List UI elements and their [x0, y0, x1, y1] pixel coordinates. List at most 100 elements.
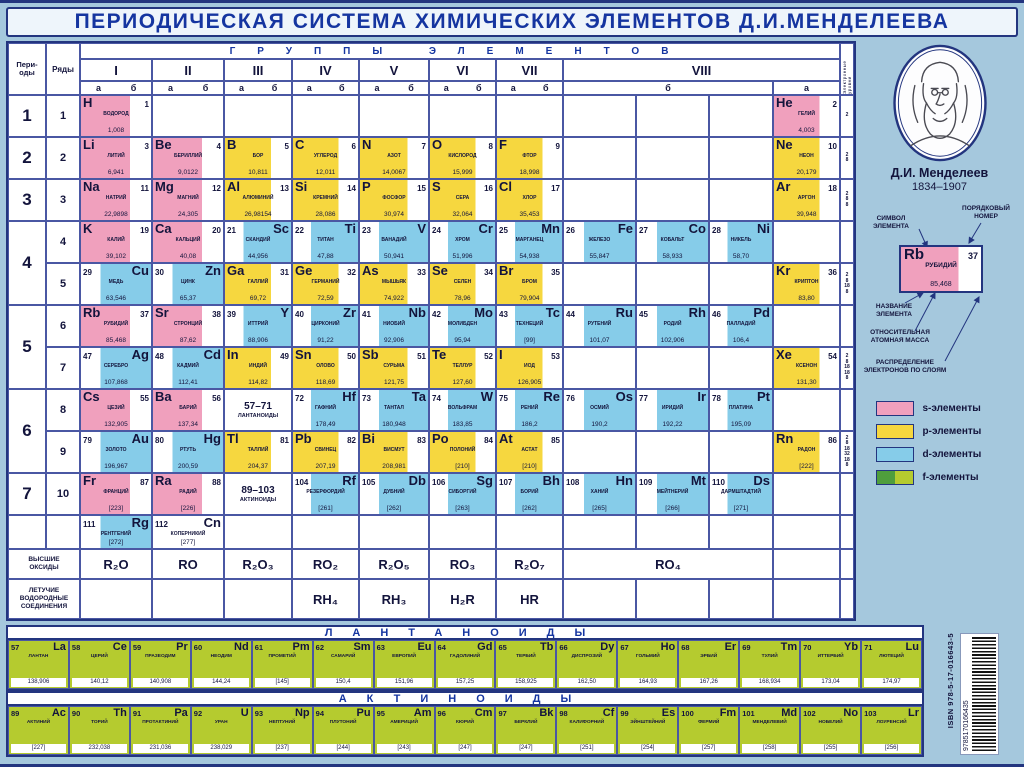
- element-name: АКТИНИЙ: [26, 720, 51, 725]
- atomic-mass: 131,30: [796, 379, 817, 386]
- group-box: 89–103 АКТИНОИДЫ: [224, 473, 292, 515]
- atomic-mass: [258]: [742, 744, 798, 753]
- element-Tc: 43 Tc ТЕХНЕЦИЙ [99]: [496, 305, 563, 347]
- element-Rh: 45 Rh РОДИЙ 102,906: [636, 305, 709, 347]
- period-4: 4: [8, 221, 46, 305]
- hydride-formula: H₂R: [429, 579, 496, 619]
- atomic-number: 24: [432, 226, 441, 235]
- empty-cell: [292, 95, 359, 137]
- element-Pb: Pb 82 СВИНЕЦ 207,19: [292, 431, 359, 473]
- empty-cell: [636, 95, 709, 137]
- electron-config: 2 8 18 32 18 8: [840, 431, 854, 473]
- element-name: ЦЕЗИЙ: [107, 405, 125, 411]
- element-name: АЗОТ: [387, 153, 401, 159]
- element-name: СЕРА: [455, 195, 470, 201]
- name-label: НАЗВАНИЕ ЭЛЕМЕНТА: [875, 303, 913, 318]
- empty-cell: [773, 305, 840, 347]
- element-symbol: Cd: [203, 347, 221, 362]
- element-name: ГАФНИЙ: [314, 405, 337, 411]
- atomic-number: 12: [212, 184, 221, 193]
- element-symbol: Y: [280, 305, 289, 320]
- page-title: ПЕРИОДИЧЕСКАЯ СИСТЕМА ХИМИЧЕСКИХ ЭЛЕМЕНТ…: [6, 7, 1018, 37]
- empty-cell: [709, 347, 773, 389]
- atomic-number: 66: [559, 643, 568, 652]
- element-symbol: Cf: [602, 707, 615, 719]
- element-symbol: As: [362, 263, 379, 278]
- atomic-number: 102: [803, 709, 816, 718]
- element-symbol: Hg: [203, 431, 221, 446]
- atomic-mass: 186,2: [521, 421, 538, 428]
- element-symbol: Rf: [342, 473, 356, 488]
- element-symbol: Pr: [176, 641, 188, 653]
- actinides-header: АКТИНОИДЫ: [6, 691, 924, 706]
- empty-cell: [496, 515, 563, 549]
- atomic-number: 74: [432, 394, 441, 403]
- subgroup-b: б: [563, 81, 773, 95]
- atomic-mass: 174,97: [864, 678, 919, 687]
- element-name: ГАДОЛИНИЙ: [449, 654, 481, 659]
- row-9: 9: [46, 431, 80, 473]
- element-name: ГЕЛИЙ: [798, 111, 815, 117]
- element-symbol: Rb: [83, 305, 101, 320]
- element-symbol: Na: [83, 179, 100, 194]
- atomic-mass: 88,906: [248, 337, 268, 344]
- atomic-mass: 69,72: [249, 295, 267, 302]
- element-name: КИСЛОРОД: [448, 153, 477, 159]
- element-symbol: Ir: [697, 389, 706, 404]
- element-name: ХАНИЙ: [590, 489, 609, 495]
- isbn-text: ISBN 978-5-17-016643-5: [945, 633, 955, 729]
- element-symbol: U: [240, 707, 249, 719]
- empty-cell: [8, 515, 46, 549]
- atomic-mass: 12,011: [315, 169, 336, 176]
- atomic-mass: [99]: [524, 337, 535, 344]
- empty-cell: [563, 431, 636, 473]
- element-name: ВОДОРОД: [103, 111, 129, 117]
- atomic-mass: [266]: [665, 505, 680, 512]
- element-symbol: Yb: [844, 641, 859, 653]
- atomic-number: 89: [11, 709, 20, 718]
- atomic-mass: 91,22: [317, 337, 334, 344]
- element-symbol: V: [417, 221, 426, 236]
- atomic-mass: 18,998: [519, 169, 540, 176]
- group-header-V: V: [359, 59, 429, 81]
- element-Ca: Ca 20 КАЛЬЦИЙ 40,08: [152, 221, 224, 263]
- empty-cell: [563, 263, 636, 305]
- element-name: УРАН: [214, 720, 228, 725]
- element-Es: 99 Es ЭЙНШТЕЙНИЙ [254]: [617, 706, 679, 755]
- atomic-number: 91: [132, 709, 142, 718]
- atomic-mass: 85,468: [106, 337, 126, 344]
- atomic-mass: 112,41: [178, 379, 198, 386]
- atomic-number: 65: [498, 643, 507, 652]
- element-Xe: Xe 54 КСЕНОН 131,30: [773, 347, 840, 389]
- element-Mg: Mg 12 МАГНИЙ 24,305: [152, 179, 224, 221]
- element-Th: 90 Th ТОРИЙ 232,038: [68, 706, 130, 755]
- atomic-mass: 6,941: [107, 169, 125, 176]
- element-name: ТОРИЙ: [91, 720, 108, 725]
- atomic-number: 22: [295, 226, 304, 235]
- atomic-number: 86: [828, 436, 837, 445]
- atomic-mass: 9,0122: [178, 169, 198, 176]
- element-symbol: Li: [83, 137, 95, 152]
- legend-label: d-элементы: [922, 449, 982, 460]
- element-symbol: Ti: [344, 221, 356, 236]
- atomic-mass: [256]: [864, 744, 919, 753]
- element-Sb: Sb 51 СУРЬМА 121,75: [359, 347, 429, 389]
- group-header-VII: VII: [496, 59, 563, 81]
- element-symbol: Re: [543, 389, 560, 404]
- atomic-mass: 58,933: [662, 253, 683, 260]
- atomic-number: 73: [362, 394, 371, 403]
- atomic-mass: 87,62: [179, 337, 197, 344]
- element-symbol: La: [53, 641, 66, 653]
- atomic-number: 35: [551, 268, 560, 277]
- atomic-mass: 58,70: [732, 253, 750, 260]
- atomic-mass: [223]: [108, 505, 124, 512]
- element-Db: 105 Db ДУБНИЙ [262]: [359, 473, 429, 515]
- atomic-number: 94: [315, 709, 324, 718]
- atomic-mass: 32,064: [452, 211, 473, 218]
- atomic-mass: 28,086: [315, 211, 336, 218]
- d-swatch: [875, 447, 914, 462]
- atomic-mass: [263]: [455, 505, 470, 512]
- barcode: 9785170166435: [959, 633, 999, 755]
- element-symbol: Be: [155, 137, 172, 152]
